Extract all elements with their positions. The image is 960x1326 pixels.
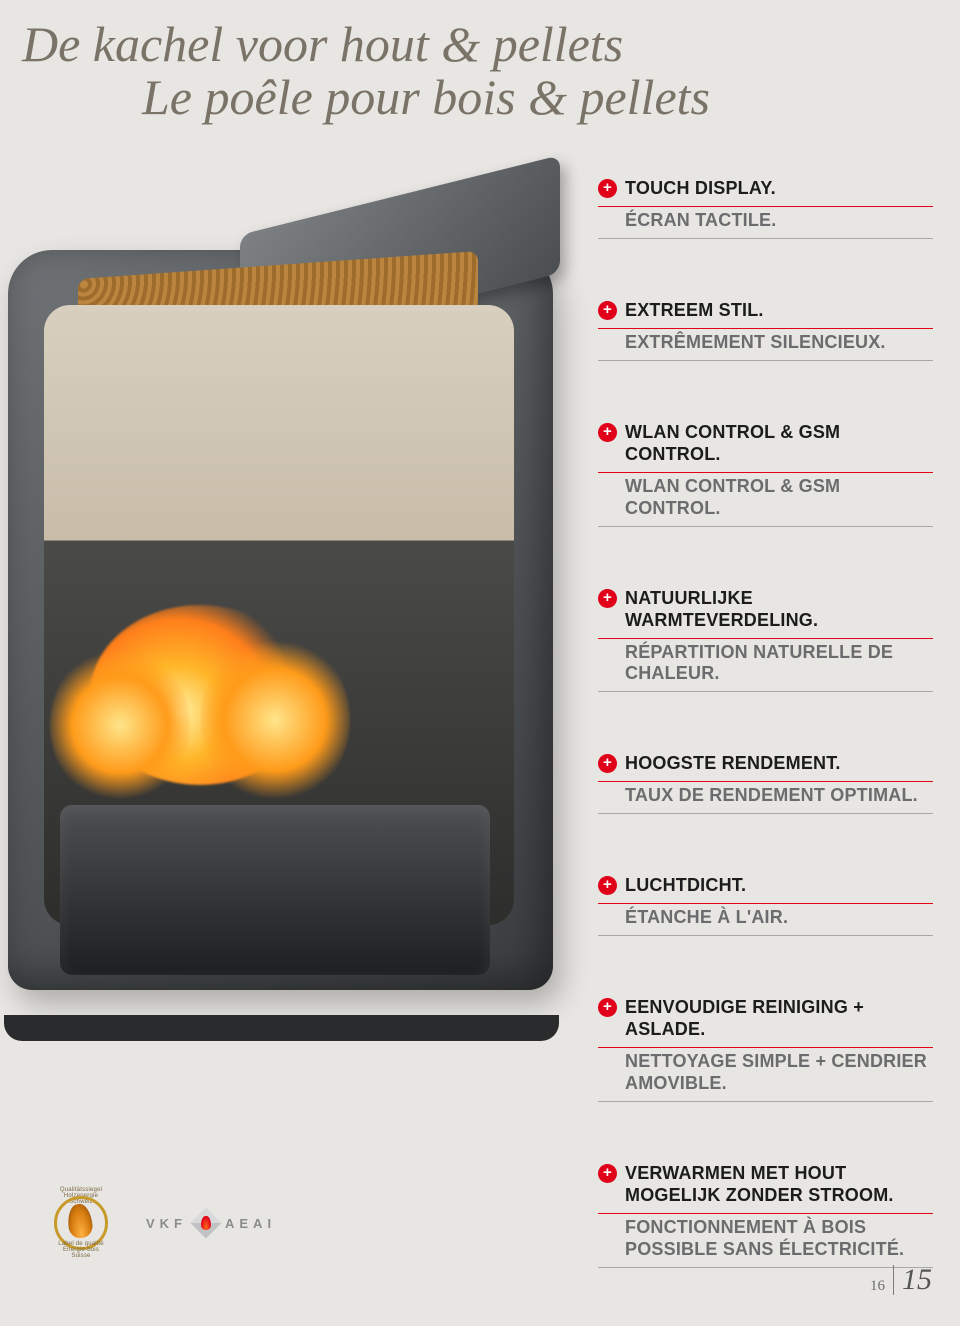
feature-item: + TOUCH DISPLAY. ÉCRAN TACTILE. <box>598 175 933 239</box>
stove-base <box>4 1015 559 1041</box>
headline-fr: Le poêle pour bois & pellets <box>22 71 710 124</box>
feature-fr-text: ÉTANCHE À L'AIR. <box>625 907 933 929</box>
feature-nl-text: EXTREEM STIL. <box>625 300 933 322</box>
stove-mechanism <box>60 805 490 975</box>
plus-icon: + <box>598 589 617 608</box>
feature-item: + NATUURLIJKE WARMTEVERDELING. RÉPARTITION… <box>598 585 933 693</box>
feature-item: + HOOGSTE RENDEMENT. TAUX DE RENDEMENT OPT… <box>598 750 933 814</box>
feature-nl-text: EENVOUDIGE REINIGING + ASLADE. <box>625 997 933 1041</box>
page-number-alt: 16 <box>870 1278 885 1297</box>
feature-fr: WLAN CONTROL & GSM CONTROL. <box>598 473 933 527</box>
feature-nl: + WLAN CONTROL & GSM CONTROL. <box>598 419 933 473</box>
page-headline: De kachel voor hout & pellets Le poêle p… <box>22 18 710 123</box>
page-number-main: 15 <box>902 1263 932 1297</box>
plus-icon: + <box>598 179 617 198</box>
feature-nl: + TOUCH DISPLAY. <box>598 175 933 207</box>
feature-fr-text: NETTOYAGE SIMPLE + CENDRIER AMOVIBLE. <box>625 1051 933 1095</box>
feature-nl-text: WLAN CONTROL & GSM CONTROL. <box>625 422 933 466</box>
feature-fr: TAUX DE RENDEMENT OPTIMAL. <box>598 782 933 814</box>
feature-nl-text: NATUURLIJKE WARMTEVERDELING. <box>625 588 933 632</box>
feature-fr-text: FONCTIONNEMENT À BOIS POSSIBLE SANS ÉLEC… <box>625 1217 933 1261</box>
feature-nl: + VERWARMEN MET HOUT MOGELIJK ZONDER STRO… <box>598 1160 933 1214</box>
stove-cutaway-illustration <box>0 205 580 1035</box>
feature-list: + TOUCH DISPLAY. ÉCRAN TACTILE. + EXTREEM ST… <box>598 175 933 1326</box>
feature-nl: + EENVOUDIGE REINIGING + ASLADE. <box>598 994 933 1048</box>
brochure-page: De kachel voor hout & pellets Le poêle p… <box>0 0 960 1321</box>
plus-icon: + <box>598 754 617 773</box>
aeai-text: AEAI <box>225 1216 276 1231</box>
diamond-flame-icon <box>201 1216 211 1230</box>
vkf-text: VKF <box>146 1216 187 1231</box>
feature-nl-text: HOOGSTE RENDEMENT. <box>625 753 933 775</box>
feature-item: + LUCHTDICHT. ÉTANCHE À L'AIR. <box>598 872 933 936</box>
feature-fr-text: EXTRÊMEMENT SILENCIEUX. <box>625 332 933 354</box>
plus-icon: + <box>598 423 617 442</box>
headline-nl: De kachel voor hout & pellets <box>22 18 710 71</box>
page-numbers: 16 15 <box>870 1263 932 1297</box>
feature-fr: ÉTANCHE À L'AIR. <box>598 904 933 936</box>
plus-icon: + <box>598 998 617 1017</box>
feature-fr: ÉCRAN TACTILE. <box>598 207 933 239</box>
feature-nl: + EXTREEM STIL. <box>598 297 933 329</box>
vkf-aeai-badge: VKF AEAI <box>146 1212 276 1234</box>
feature-fr: FONCTIONNEMENT À BOIS POSSIBLE SANS ÉLEC… <box>598 1214 933 1268</box>
feature-item: + EXTREEM STIL. EXTRÊMEMENT SILENCIEUX. <box>598 297 933 361</box>
flame-quality-badge: Qualitätssiegel Holzenergie Schweiz Labe… <box>54 1196 108 1250</box>
feature-fr: NETTOYAGE SIMPLE + CENDRIER AMOVIBLE. <box>598 1048 933 1102</box>
feature-item: + WLAN CONTROL & GSM CONTROL. WLAN CONTROL… <box>598 419 933 527</box>
certification-badges: Qualitätssiegel Holzenergie Schweiz Labe… <box>54 1196 276 1250</box>
feature-item: + EENVOUDIGE REINIGING + ASLADE. NETTOYAGE… <box>598 994 933 1102</box>
plus-icon: + <box>598 876 617 895</box>
feature-fr-text: RÉPARTITION NATURELLE DE CHALEUR. <box>625 642 933 686</box>
feature-fr: EXTRÊMEMENT SILENCIEUX. <box>598 329 933 361</box>
feature-fr-text: WLAN CONTROL & GSM CONTROL. <box>625 476 933 520</box>
feature-nl-text: VERWARMEN MET HOUT MOGELIJK ZONDER STROO… <box>625 1163 933 1207</box>
badge-text-bottom: Label de qualité Energie-bois Suisse <box>54 1241 108 1259</box>
feature-nl: + LUCHTDICHT. <box>598 872 933 904</box>
feature-nl: + NATUURLIJKE WARMTEVERDELING. <box>598 585 933 639</box>
feature-fr-text: ÉCRAN TACTILE. <box>625 210 933 232</box>
plus-icon: + <box>598 1164 617 1183</box>
feature-fr: RÉPARTITION NATURELLE DE CHALEUR. <box>598 639 933 693</box>
plus-icon: + <box>598 301 617 320</box>
fire-flames <box>90 605 310 785</box>
feature-item: + VERWARMEN MET HOUT MOGELIJK ZONDER STRO… <box>598 1160 933 1268</box>
feature-nl: + HOOGSTE RENDEMENT. <box>598 750 933 782</box>
page-number-separator <box>893 1265 894 1295</box>
diamond-icon <box>190 1207 221 1238</box>
feature-nl-text: LUCHTDICHT. <box>625 875 933 897</box>
feature-nl-text: TOUCH DISPLAY. <box>625 178 933 200</box>
feature-fr-text: TAUX DE RENDEMENT OPTIMAL. <box>625 785 933 807</box>
